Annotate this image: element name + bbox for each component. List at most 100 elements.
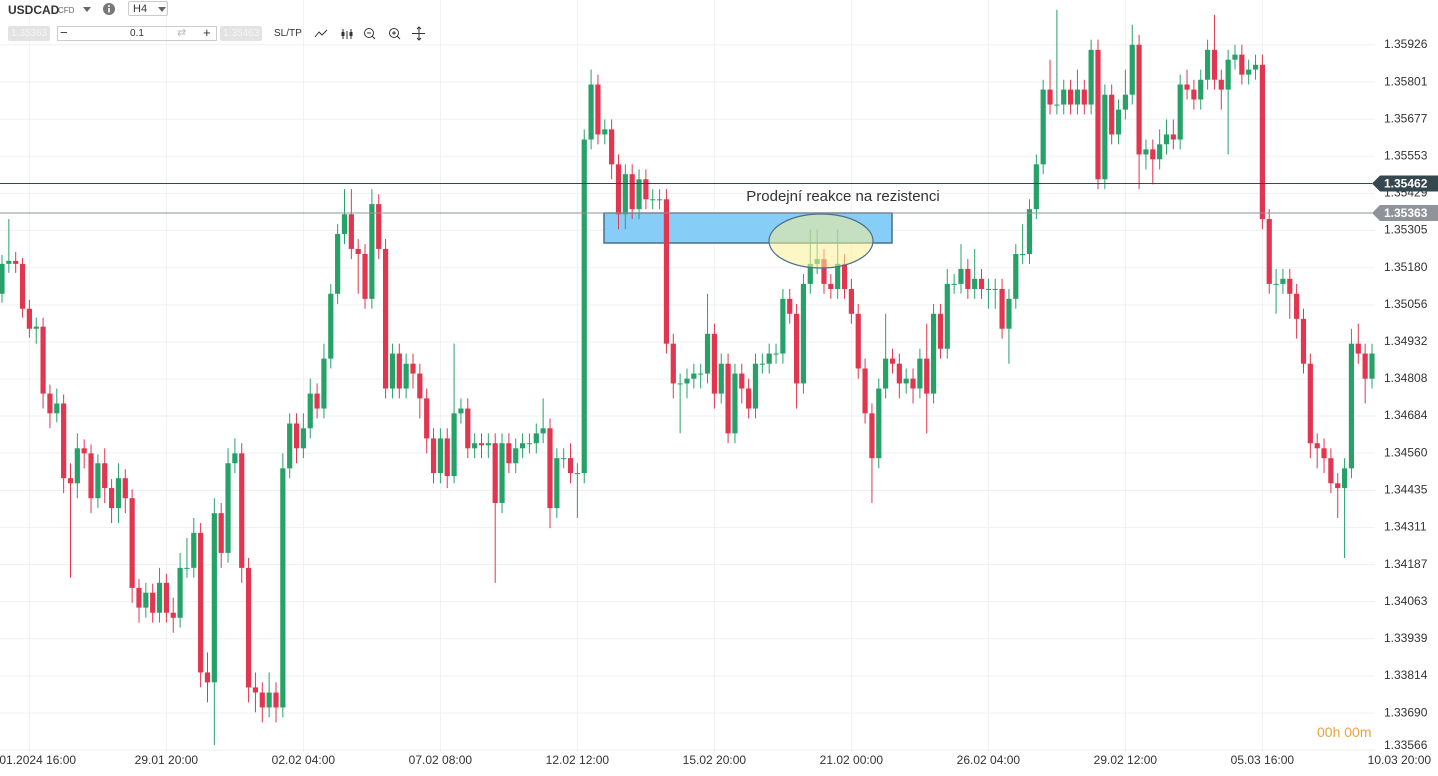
candle-body (184, 567, 190, 569)
candle-body (759, 363, 765, 365)
candle-body (444, 438, 450, 477)
candle-body (465, 408, 471, 449)
x-tick-label: 12.02 12:00 (546, 753, 610, 767)
minus-button[interactable]: − (60, 25, 68, 40)
candle-body (204, 672, 211, 683)
candle-body (232, 453, 238, 464)
candle-body (1259, 64, 1265, 220)
sltp-button[interactable]: SL/TP (274, 28, 302, 39)
y-tick-label: 1.34560 (1384, 445, 1428, 459)
candle-body (656, 199, 663, 201)
candle-body (636, 179, 642, 210)
candle-body (0, 263, 5, 294)
swap-icon: ⇄ (177, 27, 187, 39)
price-tag (1372, 175, 1438, 192)
candle-body (704, 333, 711, 374)
candle-body (841, 263, 848, 289)
candle-body (718, 363, 724, 394)
candle-body (752, 363, 759, 409)
candle-body (307, 393, 313, 429)
candle-body (506, 443, 512, 464)
plus-button[interactable]: + (203, 25, 211, 40)
candle-body (376, 204, 382, 249)
candle-body (389, 353, 396, 389)
bid-price[interactable]: 1.35363 (8, 26, 51, 41)
candle-body (540, 428, 546, 434)
candle-body (335, 233, 341, 294)
candle-body (321, 358, 327, 409)
candle-body (293, 423, 300, 449)
candle-body (869, 413, 875, 459)
candle-body (739, 373, 745, 389)
x-tick-label: 26.02 04:00 (957, 753, 1021, 767)
candle-body (698, 373, 704, 375)
candle-body (677, 383, 683, 385)
candle-body (122, 478, 128, 499)
symbol-dropdown[interactable] (82, 6, 92, 14)
candle-body (1232, 54, 1238, 60)
candle-body (472, 443, 478, 449)
candle-body (1184, 84, 1190, 90)
candle-body (95, 463, 101, 499)
symbol[interactable]: USDCAD (8, 3, 60, 17)
candle-body (643, 179, 649, 200)
candle-body (513, 448, 519, 464)
candle-body (855, 313, 861, 369)
candle-body (287, 423, 293, 469)
candle-body (1307, 363, 1313, 444)
x-tick-label: 29.01 20:00 (135, 753, 199, 767)
candle-body (136, 587, 142, 608)
candle-body (1109, 94, 1115, 135)
candle-body (492, 443, 498, 504)
candle-body (348, 214, 354, 249)
candle-body (567, 458, 574, 474)
volume-input[interactable]: 0.1 (57, 26, 217, 41)
candle-body (417, 373, 423, 399)
candle-body (1143, 149, 1149, 155)
ask-price[interactable]: 1.35463 (220, 26, 263, 41)
y-tick-label: 1.33566 (1384, 738, 1428, 752)
candle-body (1239, 54, 1245, 75)
candle-body (1088, 49, 1094, 105)
candle-body (424, 398, 430, 439)
candle-body (711, 333, 717, 394)
candle-body (266, 692, 272, 708)
candle-body (992, 288, 998, 290)
candle-body (972, 278, 978, 289)
candle-body (437, 438, 443, 474)
candle-body (780, 298, 786, 354)
candle-body (1102, 94, 1108, 180)
candle-body (519, 443, 526, 449)
y-tick-label: 1.34808 (1384, 371, 1428, 385)
candle-body (1129, 44, 1135, 95)
candle-body (102, 463, 108, 489)
candle-body (403, 363, 409, 389)
candle-body (396, 353, 402, 389)
candle-body (889, 358, 896, 364)
candle-body (1047, 89, 1053, 105)
candle-body (732, 373, 738, 434)
candle-body (163, 582, 169, 613)
y-tick-label: 1.34435 (1384, 483, 1428, 497)
candle-body (835, 263, 841, 289)
candle-body (1362, 353, 1368, 379)
candle-body (218, 513, 224, 553)
x-tick-label: 15.02 20:00 (683, 753, 747, 767)
x-tick-label: 29.02 12:00 (1094, 753, 1158, 767)
candle-body (533, 433, 539, 444)
candle-body (1341, 468, 1348, 489)
chart-tools[interactable] (312, 26, 432, 42)
candle-body (33, 326, 39, 329)
timeframe-dropdown[interactable] (157, 6, 167, 14)
timeframe[interactable]: H4 (128, 1, 168, 16)
info-icon[interactable] (102, 2, 116, 16)
candle-body (1335, 483, 1341, 489)
x-tick-label: 05.03 16:00 (1231, 753, 1295, 767)
y-tick-label: 1.34187 (1384, 557, 1428, 571)
y-tick-label: 1.35677 (1384, 111, 1428, 125)
annotation: Prodejní reakce na rezistenci (746, 188, 939, 205)
candle-body (650, 199, 656, 201)
y-tick-label: 1.33690 (1384, 705, 1428, 719)
y-tick-label: 1.35801 (1384, 74, 1428, 88)
